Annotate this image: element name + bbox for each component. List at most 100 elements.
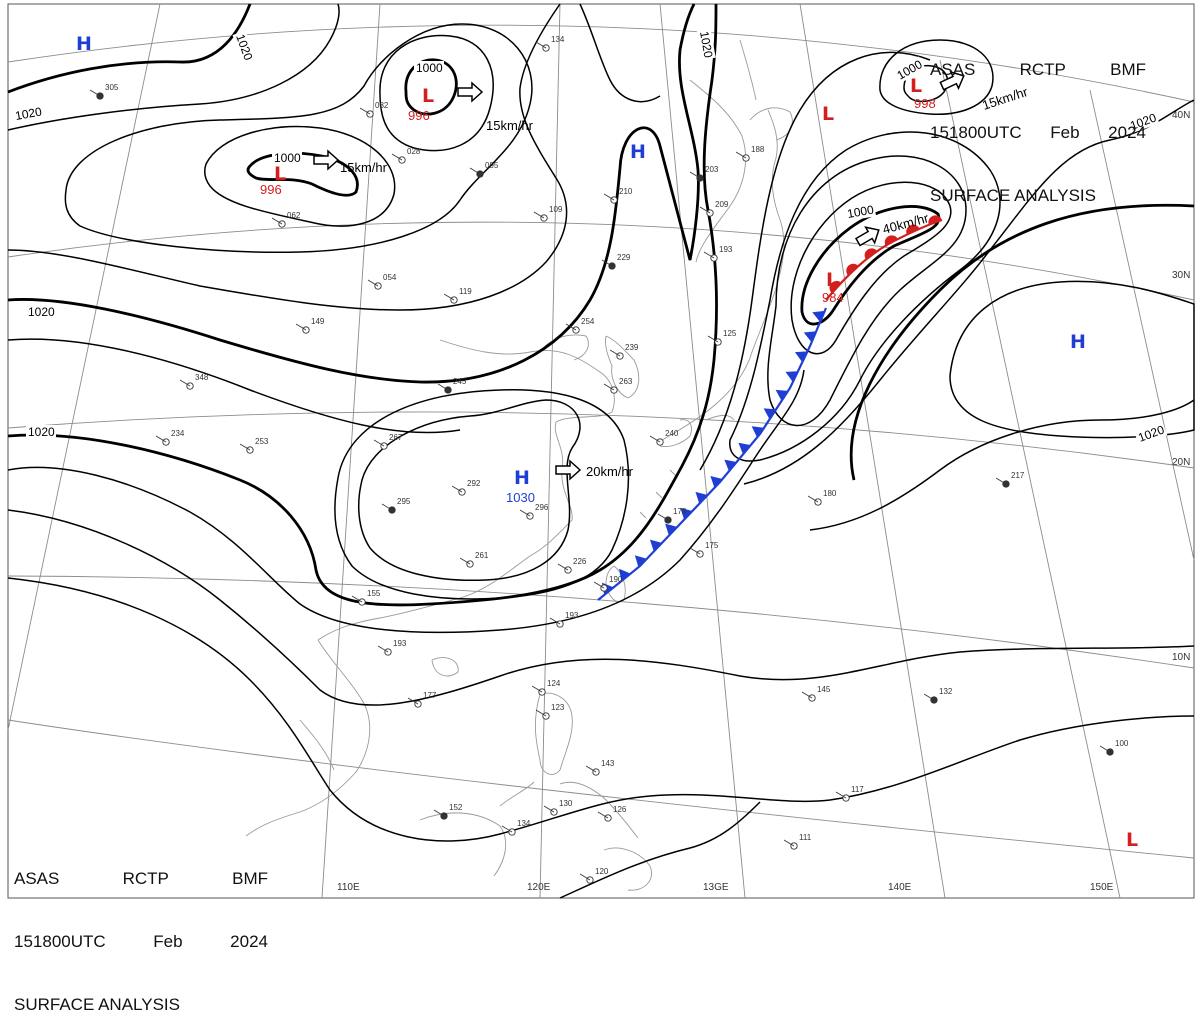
header-top-station: RCTP bbox=[1019, 60, 1066, 79]
motion-arrow-icon bbox=[854, 226, 880, 247]
station-plot: 234 bbox=[155, 429, 185, 446]
isobar-label-bg bbox=[844, 202, 877, 222]
latitude-line-0 bbox=[7, 719, 1195, 859]
station-pressure-value: 120 bbox=[595, 867, 609, 876]
station-pressure-value: 054 bbox=[383, 273, 397, 282]
coast-korea bbox=[605, 335, 640, 399]
header-top-product: ASAS bbox=[930, 60, 976, 79]
coast-kyushu bbox=[659, 419, 692, 447]
isobar-label-bg bbox=[696, 28, 716, 61]
isobar-label: 1000 bbox=[416, 61, 443, 75]
longitude-label: 110E bbox=[337, 882, 360, 893]
longitude-line-100e bbox=[7, 3, 161, 731]
cold-front bbox=[597, 307, 828, 601]
latitude-label: 40N bbox=[1172, 110, 1190, 121]
station-plot: 082 bbox=[359, 101, 389, 118]
station-pressure-value: 348 bbox=[195, 373, 209, 382]
station-plot: 226 bbox=[557, 557, 587, 574]
longitude-line-120e bbox=[539, 3, 561, 899]
longitude-label: 13GE bbox=[703, 882, 729, 893]
station-pressure-value: 109 bbox=[549, 205, 563, 214]
motion-arrow-icon bbox=[313, 149, 340, 171]
isobar-low3-outer1 bbox=[790, 181, 952, 355]
isobar-l2-outer bbox=[379, 34, 494, 152]
isobar-upper-left-2 bbox=[7, 3, 340, 131]
station-plot: 180 bbox=[807, 489, 837, 506]
station-plot: 254 bbox=[565, 317, 595, 334]
station-pressure-value: 229 bbox=[617, 253, 631, 262]
map-header-top: ASAS RCTP BMF 151800UTC Feb 2024 SURFACE… bbox=[930, 17, 1146, 227]
isobar-east-1020b bbox=[809, 399, 1195, 531]
graticule bbox=[7, 3, 1195, 899]
coast-ryukyu bbox=[639, 469, 677, 519]
warm-front-semicircle bbox=[829, 280, 842, 294]
station-plot: 177 bbox=[407, 691, 437, 708]
longitude-label: 120E bbox=[527, 882, 551, 893]
cold-front-triangle bbox=[665, 523, 678, 536]
cold-front-triangle bbox=[775, 389, 789, 401]
center-pressure-value: 984 bbox=[822, 290, 844, 305]
latitude-labels: 40N 30N 20N 10N bbox=[1172, 110, 1190, 663]
station-pressure-value: 267 bbox=[389, 433, 403, 442]
station-plot: 120 bbox=[579, 867, 609, 884]
isobar-label: 1000 bbox=[274, 151, 301, 165]
station-plot: 126 bbox=[597, 805, 627, 822]
station-plot: 125 bbox=[707, 329, 737, 346]
coast-mindanao bbox=[603, 847, 652, 891]
station-plot: 152 bbox=[433, 803, 463, 820]
cold-front-triangles bbox=[601, 310, 825, 595]
station-pressure-value: 240 bbox=[665, 429, 679, 438]
low-letter: L bbox=[1126, 829, 1138, 851]
station-pressure-value: 203 bbox=[705, 165, 719, 174]
motion-speed-label: 20km/hr bbox=[586, 464, 634, 479]
station-plot: 263 bbox=[603, 377, 633, 394]
coast-palawan bbox=[499, 781, 535, 807]
station-pressure-value: 254 bbox=[581, 317, 595, 326]
station-pressure-value: 123 bbox=[551, 703, 565, 712]
high-letter: H bbox=[1070, 331, 1086, 353]
center-pressure-value: 1030 bbox=[506, 490, 535, 505]
station-plot: 145 bbox=[801, 685, 831, 702]
station-pressure-value: 124 bbox=[547, 679, 561, 688]
station-plot: 203 bbox=[689, 165, 719, 182]
station-pressure-value: 295 bbox=[397, 497, 411, 506]
isobar-label-bg bbox=[892, 56, 926, 84]
station-pressure-value: 134 bbox=[517, 819, 531, 828]
cold-front-triangle bbox=[794, 351, 808, 363]
coast-inland-south bbox=[299, 719, 335, 771]
station-pressure-value: 239 bbox=[625, 343, 639, 352]
cold-front-triangle bbox=[710, 475, 723, 488]
station-plots: 305 082 028 062 054 095 134 149 119 109 203 209 210 1… bbox=[89, 35, 1129, 884]
station-pressure-value: 126 bbox=[613, 805, 627, 814]
coast-indochina bbox=[245, 639, 371, 837]
cold-front-triangle bbox=[619, 568, 631, 582]
station-plot: 124 bbox=[531, 679, 561, 696]
high-letter: H bbox=[630, 141, 646, 163]
high-letter: H bbox=[76, 33, 92, 55]
cold-front-triangle bbox=[724, 459, 737, 472]
longitude-line-160e bbox=[1089, 89, 1195, 561]
isobar-label: 1000 bbox=[846, 202, 875, 220]
isobar-bold-east bbox=[849, 203, 1195, 481]
isobar-south-1020b bbox=[7, 369, 805, 634]
station-pressure-value: 305 bbox=[105, 83, 119, 92]
low-letter: L bbox=[822, 103, 834, 125]
coast-visayas bbox=[559, 781, 639, 839]
station-pressure-value: 111 bbox=[799, 833, 812, 842]
station-plot: 132 bbox=[923, 687, 953, 704]
coast-hokkaido bbox=[749, 107, 793, 141]
cold-front-triangle bbox=[763, 408, 777, 420]
cold-front-line bbox=[597, 307, 828, 601]
latitude-line-20n bbox=[7, 411, 1195, 469]
station-pressure-value: 245 bbox=[453, 377, 467, 386]
isobar-label-bg bbox=[1134, 422, 1168, 446]
low-letter: L bbox=[910, 75, 922, 97]
cold-front-triangle bbox=[695, 491, 708, 504]
motion-speed-label: 15km/hr bbox=[486, 118, 534, 133]
station-plot: 111 bbox=[783, 833, 812, 850]
header-bottom-year: 2024 bbox=[230, 932, 268, 951]
station-plot: 261 bbox=[459, 551, 489, 568]
isobar-low3-outer4 bbox=[699, 51, 931, 471]
station-pressure-value: 261 bbox=[475, 551, 489, 560]
